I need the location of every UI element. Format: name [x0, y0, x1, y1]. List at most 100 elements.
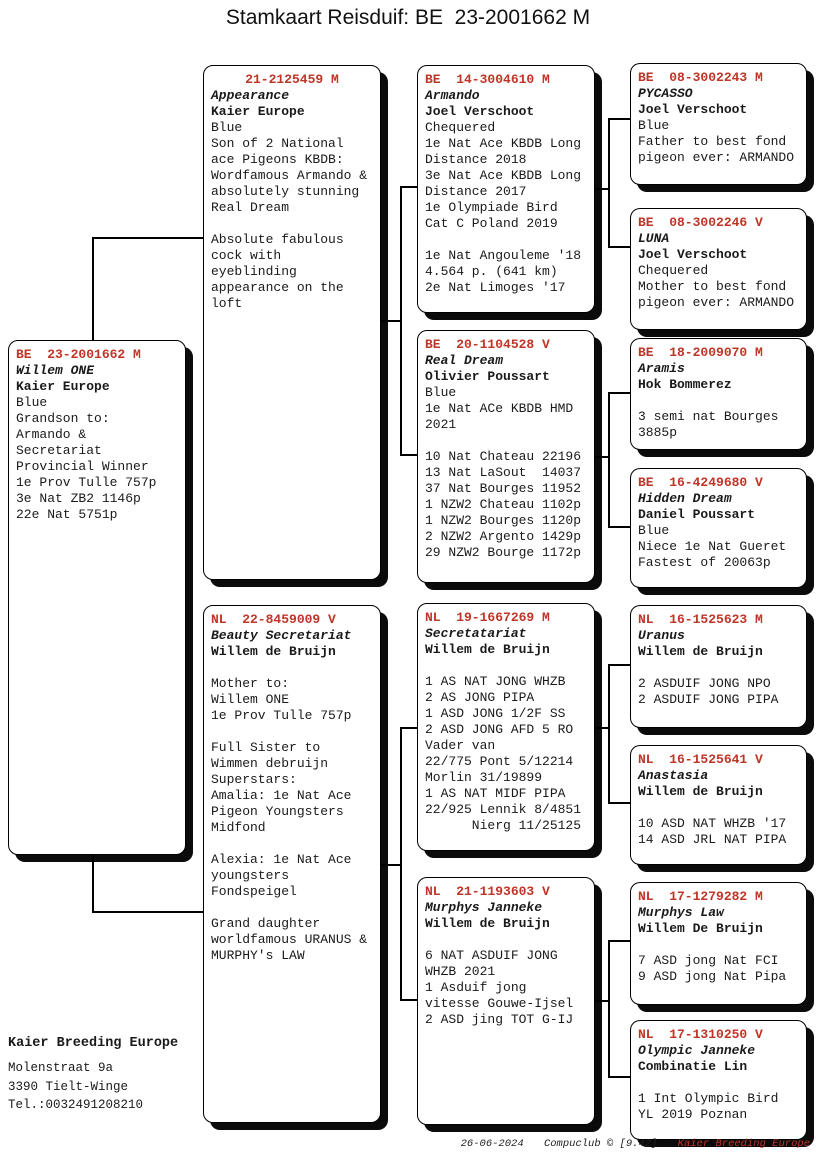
pigeon-details: 1 Int Olympic Bird YL 2019 Poznan [638, 1091, 779, 1122]
pigeon-name: Uranus [638, 628, 685, 643]
pigeon-name: Murphys Janneke [425, 900, 543, 915]
pedigree-box-ds-dam: NL 16-1525641 V Anastasia Willem de Brui… [630, 745, 807, 865]
footer-date: 26-06-2024 [460, 1138, 524, 1150]
owner-name: Joel Verschoot [638, 247, 748, 262]
owner-name: Hok Bommerez [638, 377, 732, 392]
pigeon-details: Blue Father to best fond pigeon ever: AR… [638, 118, 795, 165]
ring-number: BE 18-2009070 M [638, 345, 763, 360]
pedigree-connector [92, 855, 94, 913]
pigeon-name: Hidden Dream [638, 491, 732, 506]
breeder-phone: Tel.:0032491208210 [8, 1098, 144, 1112]
pedigree-box-sd-sire: BE 18-2009070 M Aramis Hok Bommerez 3 se… [630, 338, 807, 450]
ring-number: BE 14-3004610 M [425, 72, 550, 87]
pigeon-name: Appearance [211, 88, 290, 103]
owner-name: Joel Verschoot [425, 104, 535, 119]
pigeon-details: Blue 1e Nat ACe KBDB HMD 2021 10 Nat Cha… [425, 385, 582, 560]
ring-number: NL 22-8459009 V [211, 612, 336, 627]
breeder-name: Kaier Breeding Europe [8, 1036, 179, 1051]
pigeon-name: Secretatariat [425, 626, 527, 641]
pedigree-box-subject: BE 23-2001662 M Willem ONE Kaier Europe … [8, 340, 186, 855]
pedigree-connector [608, 246, 631, 248]
owner-name: Willem de Bruijn [425, 916, 550, 931]
pigeon-name: Olympic Janneke [638, 1043, 756, 1058]
pedigree-connector [608, 940, 631, 942]
pigeon-details: Chequered Mother to best fond pigeon eve… [638, 263, 795, 310]
ring-number: BE 23-2001662 M [16, 347, 141, 362]
pedigree-connector [608, 940, 610, 1078]
pigeon-details: 3 semi nat Bourges 3885p [638, 409, 779, 440]
ring-number: 21-2125459 M [245, 72, 339, 87]
pigeon-name: Anastasia [638, 768, 709, 783]
owner-name: Kaier Europe [16, 379, 110, 394]
pedigree-connector [400, 727, 418, 729]
pedigree-box-ss-dam: BE 08-3002246 V LUNA Joel Verschoot Cheq… [630, 208, 807, 330]
owner-name: Willem de Bruijn [638, 784, 763, 799]
pedigree-box-dd-dam: NL 17-1310250 V Olympic Janneke Combinat… [630, 1020, 807, 1140]
pedigree-connector [400, 999, 418, 1001]
pigeon-name: LUNA [638, 231, 670, 246]
pedigree-connector [608, 802, 631, 804]
pigeon-name: Aramis [638, 361, 685, 376]
pigeon-details: Blue Son of 2 National ace Pigeons KBDB:… [211, 120, 368, 311]
ring-number: NL 16-1525623 M [638, 612, 763, 627]
pigeon-details: Blue Niece 1e Nat Gueret Fastest of 2006… [638, 523, 787, 570]
footer-software: Compuclub © [9.42] [543, 1138, 658, 1150]
owner-name: Willem De Bruijn [638, 921, 763, 936]
breeder-address-line: Molenstraat 9a [8, 1061, 114, 1075]
ring-number: BE 16-4249680 V [638, 475, 763, 490]
pedigree-connector [595, 1000, 609, 1002]
ring-number: BE 08-3002243 M [638, 70, 763, 85]
pigeon-name: Willem ONE [16, 363, 95, 378]
pedigree-connector [381, 864, 401, 866]
pigeon-name: Armando [425, 88, 480, 103]
ring-number: NL 16-1525641 V [638, 752, 763, 767]
pedigree-box-dam-sire: NL 19-1667269 M Secretatariat Willem de … [417, 603, 595, 851]
pedigree-connector [381, 320, 401, 322]
pedigree-box-ds-sire: NL 16-1525623 M Uranus Willem de Bruijn … [630, 605, 807, 728]
pedigree-connector [608, 118, 610, 248]
pedigree-connector [608, 526, 631, 528]
pedigree-connector [608, 664, 610, 804]
pedigree-connector [608, 118, 631, 120]
pedigree-box-dam: NL 22-8459009 V Beauty Secretariat Wille… [203, 605, 381, 1123]
pedigree-connector [595, 188, 609, 190]
owner-name: Willem de Bruijn [425, 642, 550, 657]
pigeon-name: Murphys Law [638, 905, 724, 920]
pigeon-details: Chequered 1e Nat Ace KBDB Long Distance … [425, 120, 582, 295]
pigeon-name: Beauty Secretariat [211, 628, 352, 643]
pedigree-connector [595, 456, 609, 458]
pigeon-details: 10 ASD NAT WHZB '17 14 ASD JRL NAT PIPA [638, 816, 787, 847]
pigeon-name: PYCASSO [638, 86, 693, 101]
pedigree-box-sire-sire: BE 14-3004610 M Armando Joel Verschoot C… [417, 65, 595, 313]
pedigree-box-sire-dam: BE 20-1104528 V Real Dream Olivier Pouss… [417, 330, 595, 583]
pigeon-details: 7 ASD jong Nat FCI 9 ASD jong Nat Pipa [638, 953, 787, 984]
pedigree-connector [608, 1076, 631, 1078]
pedigree-connector [608, 664, 631, 666]
owner-name: Willem de Bruijn [211, 644, 336, 659]
pedigree-connector [400, 727, 402, 1001]
print-footer: 26-06-2024 Compuclub © [9.42] Kaier Bree… [447, 1138, 810, 1150]
breeder-address-line: 3390 Tielt-Winge [8, 1079, 129, 1094]
pedigree-connector [608, 392, 631, 394]
footer-brand: Kaier Breeding Europe [677, 1138, 810, 1150]
owner-name: Olivier Poussart [425, 369, 550, 384]
pigeon-details: 1 AS NAT JONG WHZB 2 AS JONG PIPA 1 ASD … [425, 674, 582, 833]
pedigree-connector [92, 237, 94, 341]
pedigree-box-sire: 21-2125459 M Appearance Kaier Europe Blu… [203, 65, 381, 580]
pedigree-connector [92, 237, 204, 239]
pedigree-box-sd-dam: BE 16-4249680 V Hidden Dream Daniel Pous… [630, 468, 807, 588]
pigeon-details: Mother to: Willem ONE 1e Prov Tulle 757p… [211, 676, 368, 963]
pigeon-details: Blue Grandson to: Armando & Secretariat … [16, 395, 157, 522]
owner-name: Willem de Bruijn [638, 644, 763, 659]
ring-number: NL 19-1667269 M [425, 610, 550, 625]
owner-name: Kaier Europe [211, 104, 305, 119]
pedigree-connector [400, 454, 418, 456]
pedigree-box-dam-dam: NL 21-1193603 V Murphys Janneke Willem d… [417, 877, 595, 1125]
pedigree-box-ss-sire: BE 08-3002243 M PYCASSO Joel Verschoot B… [630, 63, 807, 185]
owner-name: Joel Verschoot [638, 102, 748, 117]
pedigree-connector [595, 727, 609, 729]
pigeon-name: Real Dream [425, 353, 504, 368]
page-title: Stamkaart Reisduif: BE 23-2001662 M [225, 6, 591, 29]
pedigree-connector [92, 911, 204, 913]
